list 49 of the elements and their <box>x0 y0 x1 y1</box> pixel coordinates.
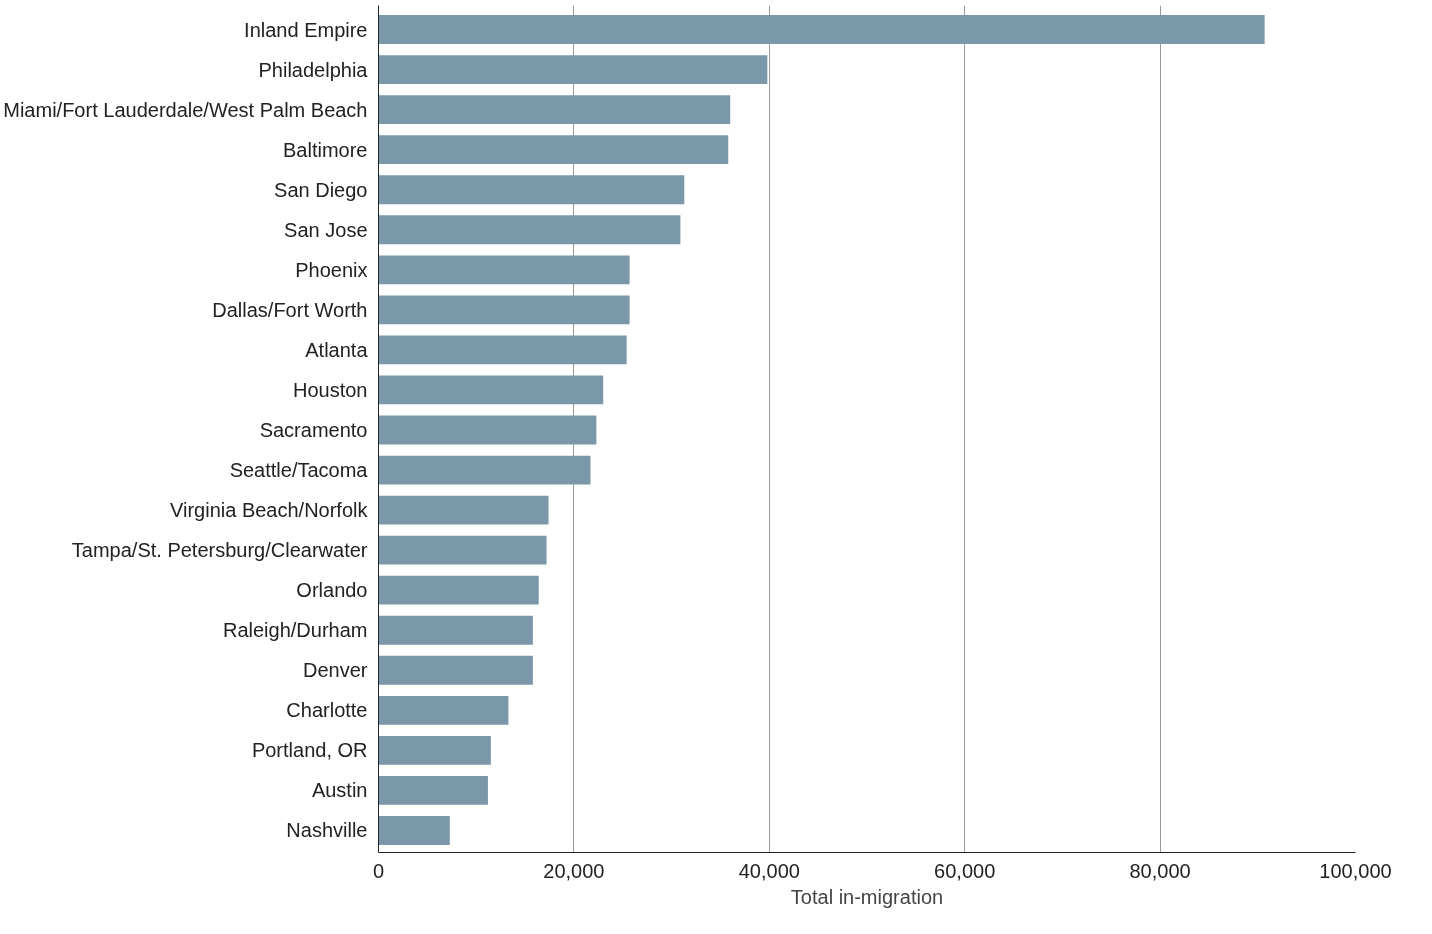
y-tick-label: Portland, OR <box>251 739 368 762</box>
bar <box>378 415 597 445</box>
y-tick-label: Seattle/Tacoma <box>229 459 369 482</box>
bar <box>378 535 547 565</box>
bar <box>378 455 591 485</box>
bar <box>378 295 630 325</box>
bar <box>378 215 681 245</box>
bar <box>378 335 627 365</box>
y-tick-label: Austin <box>311 779 368 802</box>
bar <box>378 735 491 765</box>
x-tick-label: 60,000 <box>934 859 996 882</box>
y-tick-label: Philadelphia <box>258 58 369 81</box>
x-tick-label: 80,000 <box>1129 859 1191 882</box>
bar <box>378 95 731 125</box>
bar <box>378 15 1265 44</box>
y-tick-label: Charlotte <box>286 699 368 722</box>
y-tick-label: Miami/Fort Lauderdale/West Palm Beach <box>3 98 368 121</box>
y-tick-label: Inland Empire <box>244 18 368 41</box>
y-tick-label: Nashville <box>286 819 368 842</box>
bar <box>378 375 604 405</box>
y-tick-label: Sacramento <box>259 419 368 441</box>
bar <box>378 615 533 645</box>
y-tick-label: Houston <box>293 378 368 401</box>
y-tick-label: Dallas/Fort Worth <box>212 298 368 321</box>
y-tick-label: Phoenix <box>295 258 368 281</box>
x-tick-label: 40,000 <box>738 859 800 882</box>
y-tick-label: Orlando <box>296 579 368 602</box>
bar <box>378 135 729 165</box>
y-tick-label: San Jose <box>284 218 368 241</box>
bar <box>378 575 539 605</box>
bar <box>378 655 533 685</box>
x-tick-label: 100,000 <box>1319 859 1392 882</box>
bar <box>378 816 450 845</box>
y-tick-label: Virginia Beach/Norfolk <box>169 499 369 522</box>
bar <box>378 776 488 805</box>
y-tick-label: Baltimore <box>283 138 368 161</box>
bar <box>378 495 549 525</box>
x-tick-label: 20,000 <box>543 859 605 882</box>
y-tick-label: Tampa/St. Petersburg/Clearwater <box>71 539 368 562</box>
bar <box>378 255 630 285</box>
bar <box>378 175 685 205</box>
x-tick-label: 0 <box>372 859 385 882</box>
y-tick-label: Denver <box>303 659 368 682</box>
bar <box>378 695 509 725</box>
y-tick-label: Atlanta <box>305 338 369 361</box>
y-tick-label: Raleigh/Durham <box>222 619 368 642</box>
y-tick-label: San Diego <box>274 178 368 201</box>
bar <box>378 55 768 84</box>
x-axis-title: Total in-migration <box>790 885 944 908</box>
